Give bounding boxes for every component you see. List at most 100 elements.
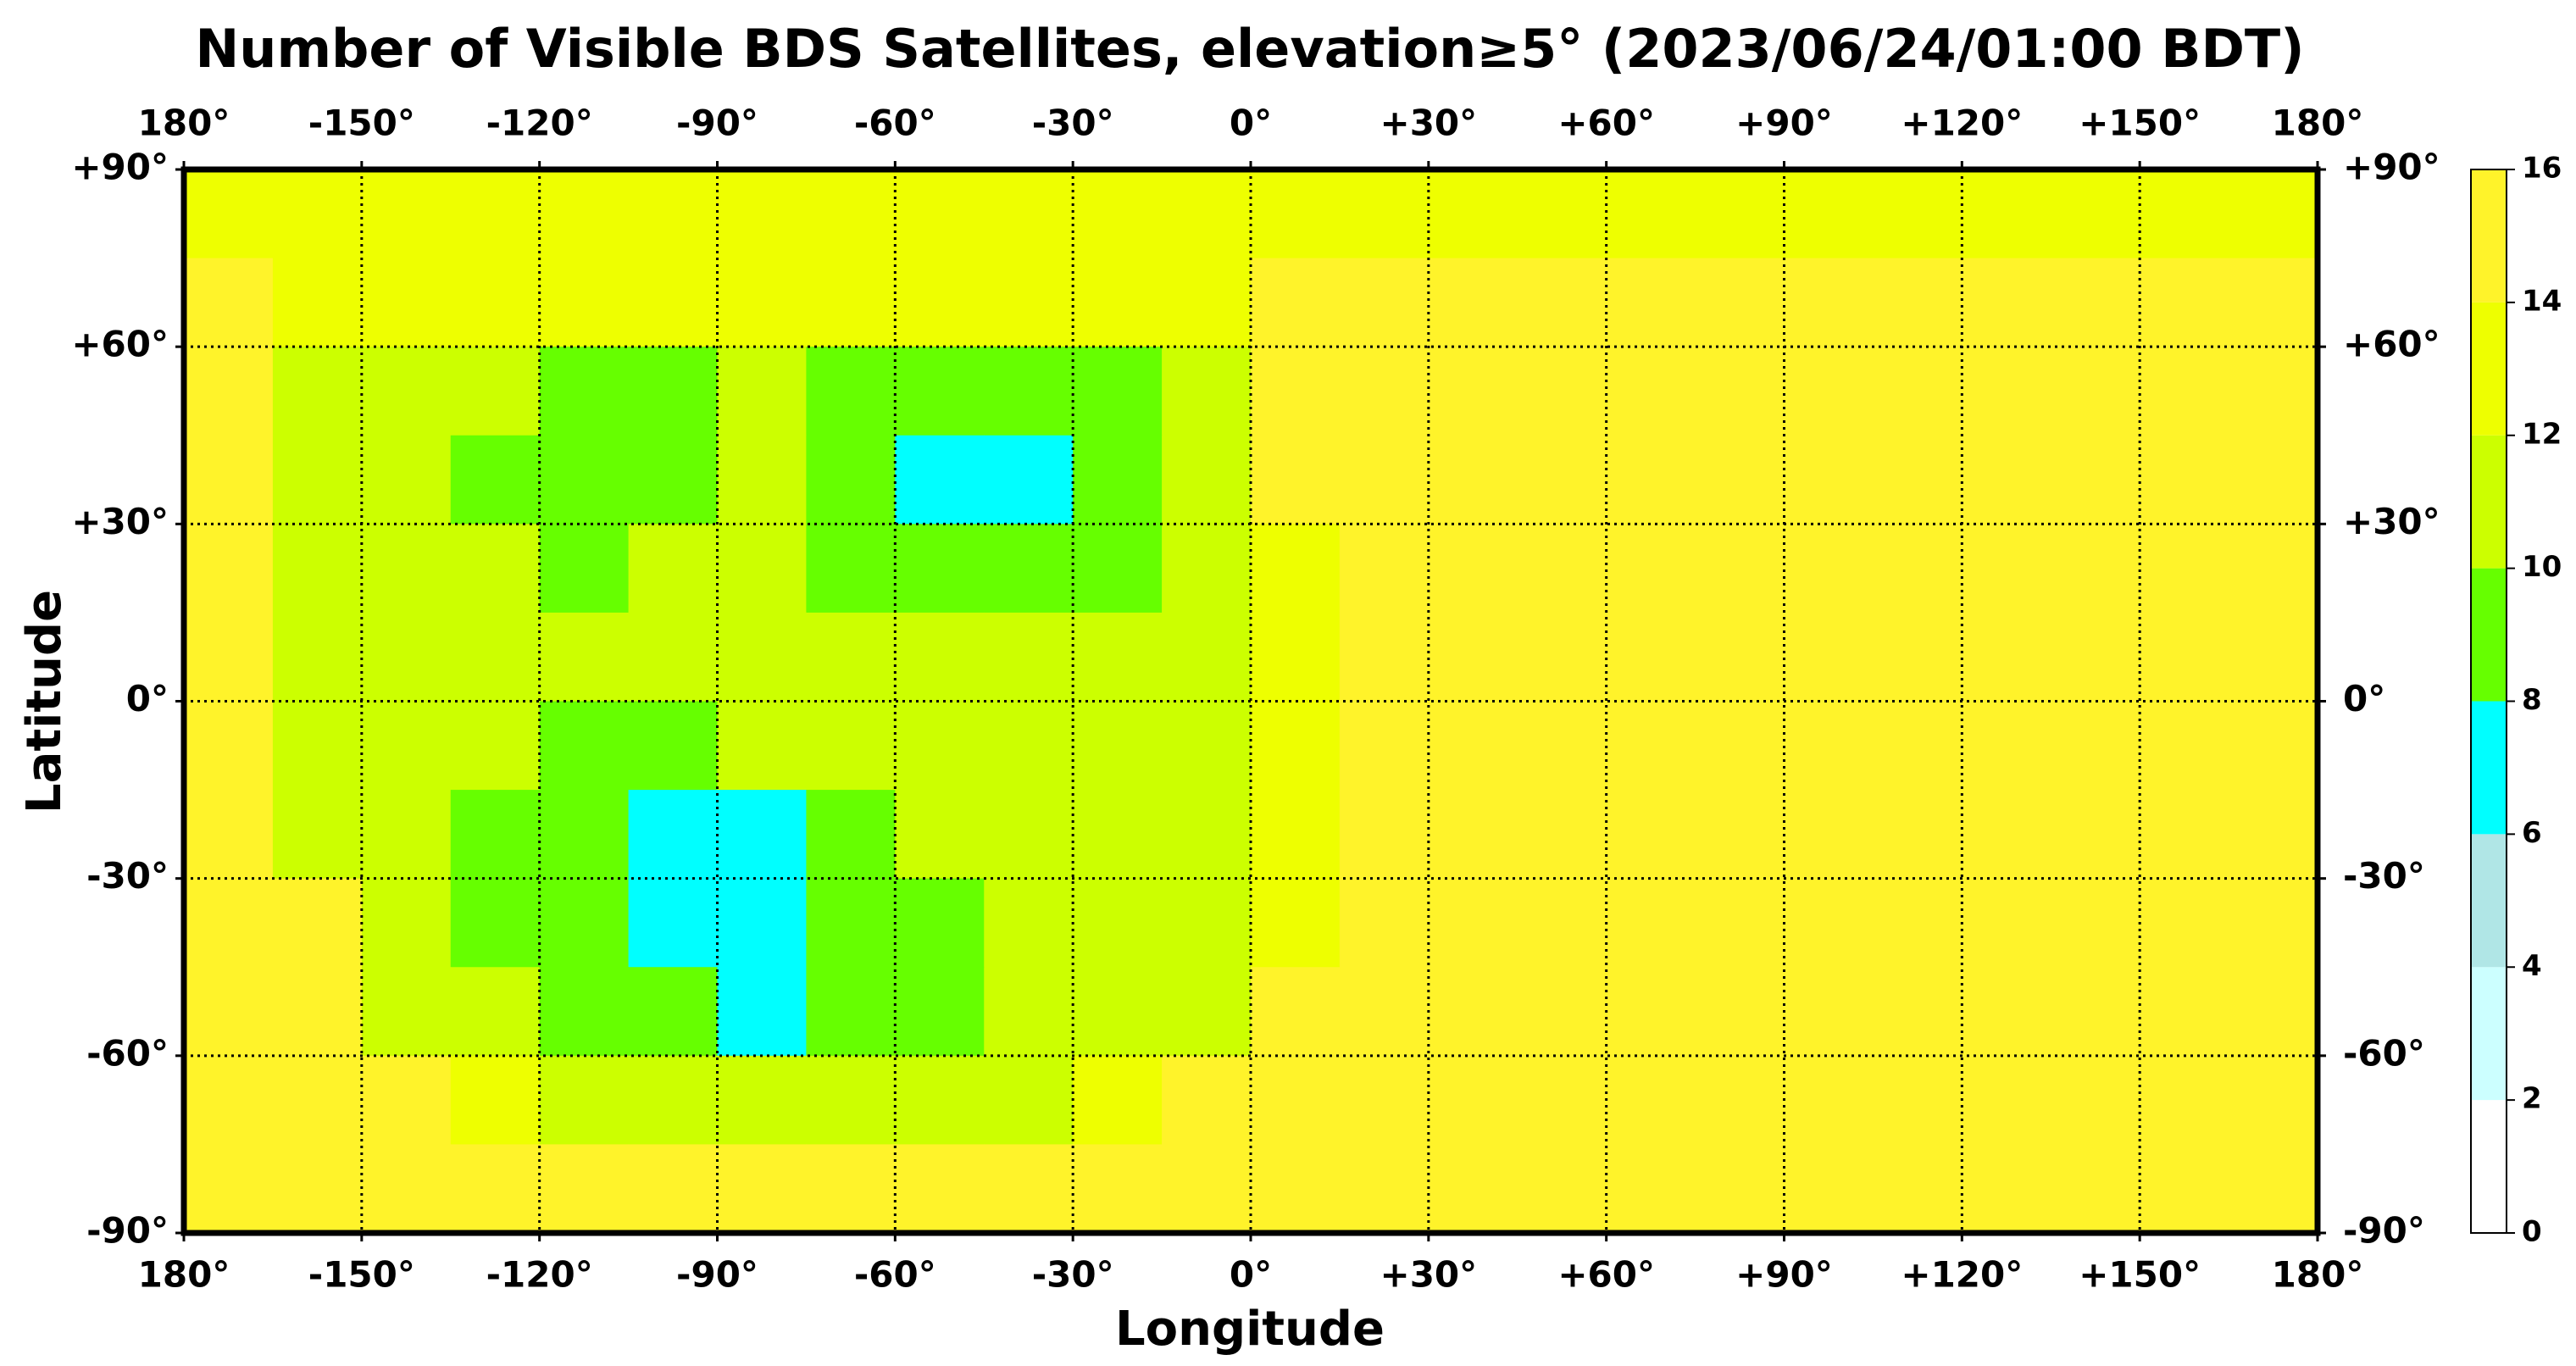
heatmap-cell <box>1162 435 1252 525</box>
heatmap-cell <box>361 435 452 525</box>
heatmap-cell <box>1428 878 1518 968</box>
x-axis-label: Longitude <box>1115 1302 1385 1357</box>
heatmap-cell <box>2051 790 2140 880</box>
heatmap-cell <box>2229 1144 2318 1234</box>
heatmap-cell <box>2051 878 2140 968</box>
heatmap-cell <box>2140 967 2229 1057</box>
heatmap-cell <box>184 1055 274 1146</box>
heatmap-cell <box>895 258 985 347</box>
colorbar-tick-label: 6 <box>2522 816 2542 850</box>
heatmap-cell <box>450 612 541 702</box>
heatmap-cell <box>1073 258 1163 347</box>
heatmap-cell <box>450 347 541 436</box>
heatmap-cell <box>361 169 452 259</box>
heatmap-cell <box>984 258 1074 347</box>
colorbar-tick-label: 2 <box>2522 1082 2542 1116</box>
heatmap-cell <box>1962 258 2051 347</box>
colorbar-segment <box>2471 302 2507 436</box>
heatmap-cell <box>1695 701 1785 791</box>
heatmap-cell <box>272 790 363 880</box>
heatmap-cell <box>2229 524 2318 614</box>
heatmap-cell <box>1873 967 1963 1057</box>
x-tick-label-top: +120° <box>1901 103 2023 144</box>
y-tick-label-right: -30° <box>2343 855 2425 897</box>
heatmap-cell <box>1517 258 1607 347</box>
colorbar-segment <box>2471 701 2507 835</box>
heatmap-cell <box>1962 612 2051 702</box>
heatmap-cell <box>628 790 719 880</box>
heatmap-cell <box>361 1144 452 1234</box>
heatmap-cell <box>895 1144 985 1234</box>
heatmap-cell <box>450 524 541 614</box>
heatmap-cell <box>1162 347 1252 436</box>
x-tick-label: -60° <box>854 1254 936 1296</box>
heatmap-cell <box>717 1144 808 1234</box>
heatmap-cell <box>2229 967 2318 1057</box>
x-tick-label: +120° <box>1901 1254 2023 1296</box>
heatmap-cell <box>1517 1055 1607 1146</box>
y-axis-label: Latitude <box>17 590 72 813</box>
colorbar-segment <box>2471 435 2507 569</box>
heatmap-cell <box>1873 701 1963 791</box>
x-tick-label-top: -150° <box>308 103 415 144</box>
heatmap-cell <box>539 878 630 968</box>
heatmap-cell <box>1962 347 2051 436</box>
heatmap-cell <box>1162 790 1252 880</box>
x-tick-label-top: 180° <box>2272 103 2364 144</box>
heatmap-cell <box>450 967 541 1057</box>
heatmap-cell <box>272 169 363 259</box>
y-tick-label: -90° <box>86 1210 169 1252</box>
heatmap-cell <box>1606 169 1696 259</box>
heatmap-cell <box>806 258 896 347</box>
heatmap-cell <box>984 967 1074 1057</box>
heatmap-cell <box>806 524 896 614</box>
heatmap-cell <box>806 347 896 436</box>
heatmap-cell <box>717 701 808 791</box>
heatmap-cell <box>1695 612 1785 702</box>
heatmap-cell <box>628 878 719 968</box>
heatmap-cell <box>1606 1144 1696 1234</box>
heatmap-cell <box>984 347 1074 436</box>
x-tick-label: -150° <box>308 1254 415 1296</box>
heatmap-cell <box>1962 524 2051 614</box>
heatmap-cell <box>539 435 630 525</box>
heatmap-cell <box>1428 435 1518 525</box>
heatmap-cell <box>272 524 363 614</box>
heatmap-cell <box>895 1055 985 1146</box>
x-tick-label-top: +30° <box>1380 103 1478 144</box>
heatmap-cell <box>184 347 274 436</box>
heatmap-cell <box>1695 1144 1785 1234</box>
heatmap-cell <box>717 1055 808 1146</box>
x-tick-label: +150° <box>2079 1254 2201 1296</box>
heatmap-cell <box>1162 878 1252 968</box>
x-tick-label: +60° <box>1557 1254 1655 1296</box>
heatmap-cell <box>1162 701 1252 791</box>
x-tick-label: -120° <box>486 1254 593 1296</box>
heatmap-cell <box>2140 1055 2229 1146</box>
x-tick-label-top: +60° <box>1557 103 1655 144</box>
heatmap-cell <box>1517 169 1607 259</box>
heatmap-cell <box>628 524 719 614</box>
heatmap-cell <box>2140 612 2229 702</box>
heatmap-cell <box>2229 701 2318 791</box>
heatmap-cell <box>2229 258 2318 347</box>
heatmap-cell <box>539 967 630 1057</box>
heatmap-cell <box>895 790 985 880</box>
heatmap-cell <box>1606 790 1696 880</box>
heatmap-cell <box>1251 967 1341 1057</box>
heatmap-cell <box>1695 1055 1785 1146</box>
heatmap-cell <box>1073 347 1163 436</box>
heatmap-cell <box>1962 878 2051 968</box>
heatmap-cell <box>1962 1144 2051 1234</box>
heatmap-cell <box>361 258 452 347</box>
x-tick-label: +90° <box>1735 1254 1833 1296</box>
heatmap-cell <box>984 878 1074 968</box>
heatmap-cell <box>1873 435 1963 525</box>
heatmap-cell <box>1428 967 1518 1057</box>
heatmap-cell <box>2140 878 2229 968</box>
heatmap-cell <box>272 701 363 791</box>
heatmap-cell <box>1251 612 1341 702</box>
heatmap-cell <box>184 524 274 614</box>
heatmap-cell <box>2140 524 2229 614</box>
